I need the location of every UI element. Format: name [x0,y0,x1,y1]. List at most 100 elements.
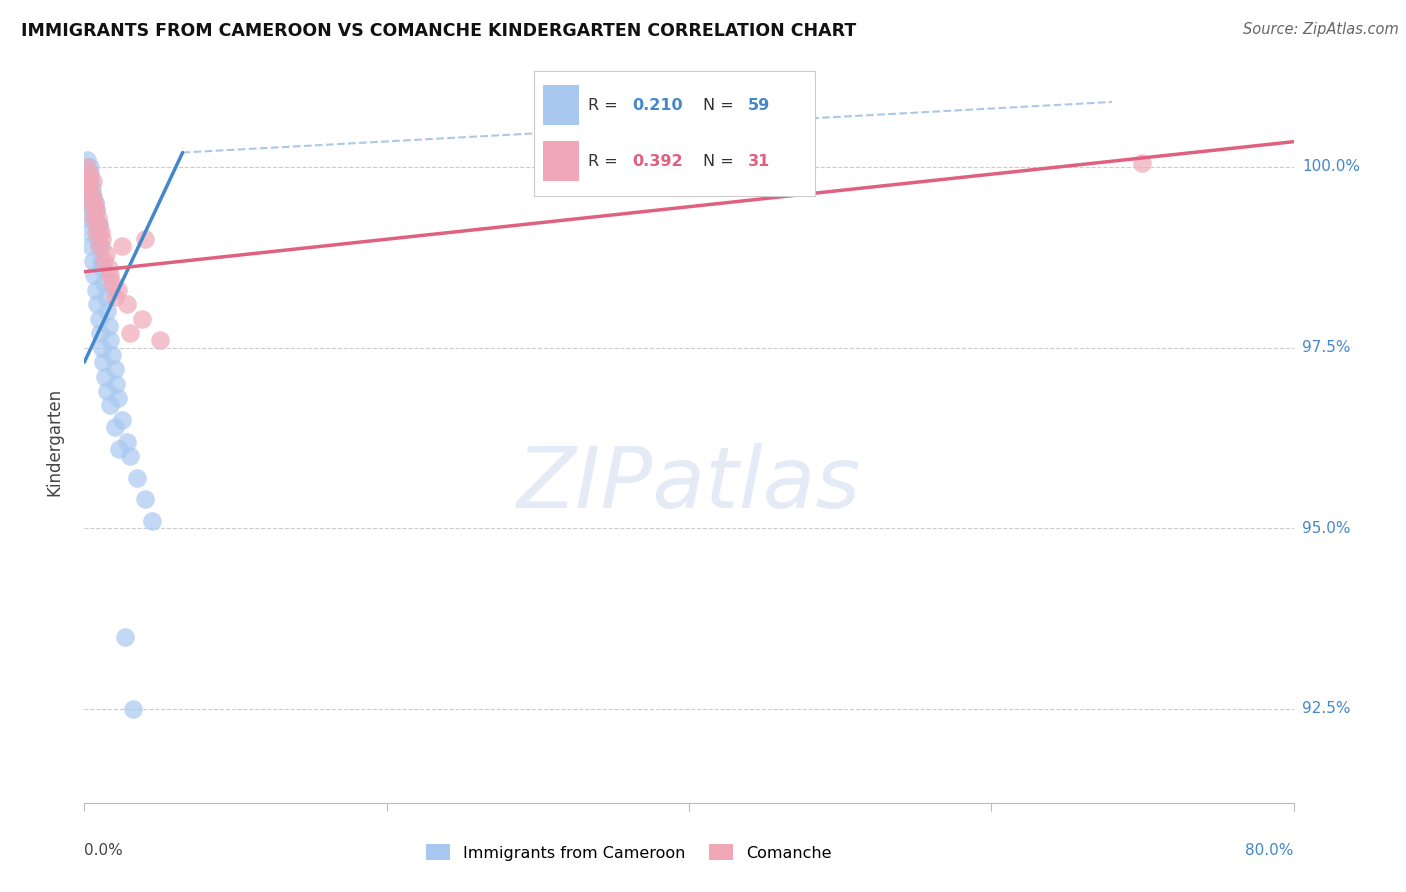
Point [111,239,134,253]
Point [105,376,128,391]
Text: 100.0%: 100.0% [1302,160,1360,175]
Point [87,311,110,326]
Point [82,189,104,203]
Point [91,232,114,246]
Point [90,239,112,253]
Point [141,514,163,528]
Text: Source: ZipAtlas.com: Source: ZipAtlas.com [1243,22,1399,37]
Point [83,268,105,283]
Point [82,211,104,225]
Point [87,239,110,253]
Point [87,232,110,246]
Point [84,196,107,211]
Point [96,304,118,318]
Point [94,246,117,260]
Text: N =: N = [703,153,740,169]
Point [91,261,114,276]
Point [90,225,112,239]
Point [86,203,108,218]
Point [79,174,101,188]
Point [82,254,104,268]
Point [118,326,141,341]
Text: IMMIGRANTS FROM CAMEROON VS COMANCHE KINDERGARTEN CORRELATION CHART: IMMIGRANTS FROM CAMEROON VS COMANCHE KIN… [21,22,856,40]
Legend: Immigrants from Cameroon, Comanche: Immigrants from Cameroon, Comanche [419,838,838,867]
Text: 95.0%: 95.0% [1302,521,1350,536]
Point [93,276,115,290]
Point [98,334,121,348]
Text: 92.5%: 92.5% [1302,701,1350,716]
Point [104,362,127,376]
Point [82,174,104,188]
Point [77,167,100,181]
Point [84,218,107,232]
Point [77,182,100,196]
Point [104,420,127,434]
Point [90,254,112,268]
Point [107,391,129,405]
Text: 80.0%: 80.0% [1246,843,1294,857]
Point [111,413,134,427]
Point [98,268,121,283]
Point [76,153,98,167]
Point [94,290,117,304]
Point [79,189,101,203]
Point [121,702,143,716]
Bar [543,141,579,181]
Point [86,203,108,218]
Text: N =: N = [703,97,740,112]
Point [93,254,115,268]
Point [90,341,112,355]
Text: R =: R = [588,153,623,169]
Point [84,196,107,211]
Point [80,196,103,211]
Point [82,203,104,218]
Point [91,355,114,369]
Point [96,384,118,398]
Text: 59: 59 [748,97,770,112]
Y-axis label: Kindergarten: Kindergarten [45,387,63,496]
Point [77,211,100,225]
Point [80,239,103,253]
Point [76,196,98,211]
Text: 31: 31 [748,153,770,169]
Point [97,318,120,333]
Point [79,167,101,181]
Point [108,442,131,456]
Point [114,630,136,644]
Point [75,174,97,188]
Point [83,211,105,225]
Point [131,311,153,326]
Point [79,196,101,211]
Point [127,471,149,485]
Point [75,167,97,181]
Text: 0.210: 0.210 [633,97,683,112]
Point [89,225,111,239]
Point [1132,156,1154,170]
Point [84,225,107,239]
Text: 97.5%: 97.5% [1302,340,1350,355]
Point [94,369,117,384]
Point [86,225,108,239]
Point [100,348,122,362]
Point [118,449,141,463]
Point [89,239,111,253]
Point [100,276,122,290]
Point [79,225,101,239]
Text: 0.0%: 0.0% [84,843,124,857]
Point [98,399,121,413]
Point [134,492,156,507]
Point [87,218,110,232]
Text: 0.392: 0.392 [633,153,683,169]
Point [104,290,127,304]
Point [76,182,98,196]
Point [149,334,172,348]
Point [89,326,111,341]
Point [80,182,103,196]
Point [97,261,120,276]
Point [76,160,98,174]
Text: ZIPatlas: ZIPatlas [517,443,860,526]
Point [107,283,129,297]
Point [134,232,156,246]
Point [89,218,111,232]
Point [76,174,98,188]
